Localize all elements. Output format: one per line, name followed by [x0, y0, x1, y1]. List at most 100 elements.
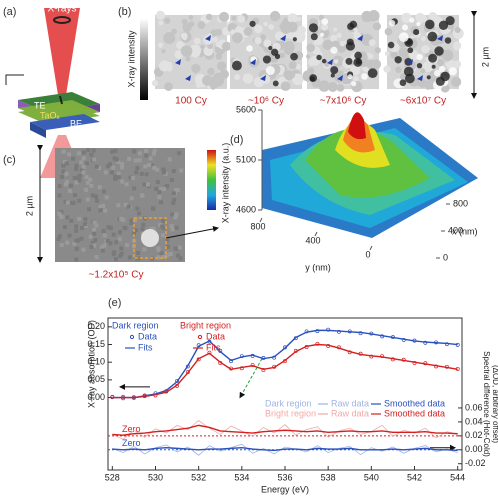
zero-label: Zero	[122, 438, 141, 448]
texture	[173, 215, 178, 220]
y-tick-label: 0.05	[87, 374, 105, 384]
texture	[188, 14, 194, 20]
texture	[61, 163, 66, 168]
texture	[151, 226, 156, 231]
arrow	[327, 59, 333, 65]
data-point	[326, 343, 331, 348]
texture	[88, 234, 93, 239]
texture	[191, 63, 201, 74]
texture	[185, 56, 191, 62]
texture	[161, 219, 166, 224]
texture	[218, 11, 230, 22]
legend-label: Fits	[206, 342, 221, 352]
texture	[81, 150, 86, 155]
spot	[361, 73, 368, 80]
texture	[79, 236, 84, 241]
layer-label: BE	[70, 118, 82, 128]
x-tick-label: 534	[234, 472, 249, 482]
texture	[72, 176, 77, 181]
texture	[110, 149, 115, 154]
texture	[98, 208, 103, 213]
texture	[129, 196, 134, 201]
data-point	[390, 357, 395, 362]
texture	[91, 227, 96, 232]
texture	[94, 164, 99, 169]
texture	[156, 10, 165, 20]
texture	[72, 241, 77, 246]
scale-label: 2 µm	[480, 47, 490, 67]
legend-label: Data	[138, 331, 157, 341]
texture	[126, 204, 131, 209]
texture	[57, 211, 62, 216]
texture	[84, 175, 89, 180]
spot	[438, 66, 446, 73]
texture	[69, 183, 74, 188]
texture	[76, 151, 81, 156]
texture	[165, 183, 170, 188]
texture	[395, 66, 402, 73]
texture	[133, 218, 138, 223]
x-tick-label: 538	[321, 472, 336, 482]
texture	[321, 23, 329, 31]
texture	[165, 253, 170, 258]
y-axis-label: X-ray absorption (OD)	[86, 320, 96, 408]
legend-swatch	[197, 334, 203, 340]
spot	[292, 37, 297, 42]
texture	[425, 85, 431, 90]
texture	[333, 59, 339, 64]
data-point	[185, 364, 190, 369]
micrograph	[151, 10, 232, 91]
texture	[173, 188, 178, 193]
legend-group: Bright region	[265, 408, 316, 418]
data-point	[153, 393, 158, 398]
texture	[169, 224, 174, 229]
texture	[127, 255, 132, 260]
texture	[94, 223, 99, 228]
legend-group: Bright region	[180, 320, 231, 330]
texture	[176, 41, 185, 50]
texture	[131, 176, 136, 181]
data-point	[185, 370, 190, 375]
x-tick-label: 800	[453, 198, 468, 208]
spot	[265, 66, 275, 76]
data-point	[293, 336, 298, 341]
data-point	[196, 357, 201, 362]
data-point	[239, 366, 244, 371]
texture	[215, 28, 223, 36]
x-tick-label: 528	[105, 472, 120, 482]
texture	[74, 180, 79, 185]
texture	[56, 236, 61, 241]
texture	[260, 74, 271, 84]
texture	[74, 224, 79, 229]
texture	[308, 58, 316, 66]
spot	[403, 66, 414, 77]
data-point	[390, 335, 395, 340]
texture	[140, 193, 145, 198]
texture	[67, 188, 72, 193]
texture	[81, 156, 86, 161]
texture	[176, 253, 181, 258]
texture	[160, 224, 165, 229]
texture	[139, 171, 144, 176]
texture	[445, 62, 450, 67]
y2-tick-label: 0.04	[465, 416, 483, 426]
guide	[239, 358, 263, 399]
spot	[399, 79, 407, 87]
texture	[155, 167, 160, 172]
texture	[101, 203, 106, 208]
data-point	[229, 359, 233, 364]
data-point	[326, 327, 331, 332]
beam-label: X-rays	[48, 4, 77, 15]
texture	[74, 246, 79, 251]
texture	[287, 13, 298, 24]
data-point	[423, 340, 428, 345]
texture	[94, 198, 99, 203]
texture	[67, 152, 72, 157]
y2-axis-label: Spectral difference (Hot-Cold)	[482, 351, 491, 457]
panel-label: (a)	[3, 6, 16, 18]
data-point	[121, 396, 126, 401]
texture	[158, 222, 163, 227]
series-line	[112, 329, 458, 399]
data-point	[455, 342, 460, 347]
texture	[179, 168, 184, 173]
